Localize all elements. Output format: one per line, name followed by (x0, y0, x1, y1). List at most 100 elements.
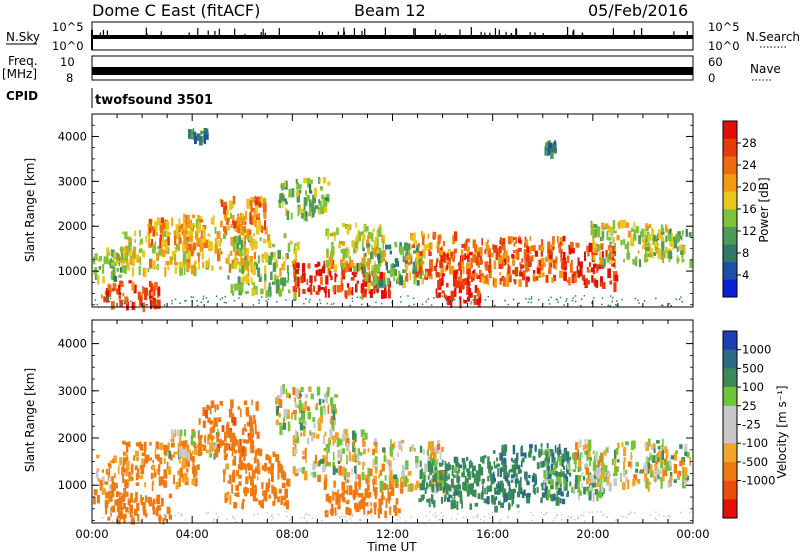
scatter-cell (235, 521, 237, 523)
data-cell (433, 460, 438, 467)
data-cell (652, 252, 657, 256)
data-cell (448, 485, 452, 492)
data-cell (609, 226, 612, 236)
data-cell (273, 495, 276, 501)
data-cell (623, 446, 627, 457)
data-cell (606, 231, 609, 240)
data-cell (330, 260, 332, 270)
data-cell (376, 229, 379, 233)
data-cell (648, 481, 651, 485)
scatter-cell (184, 300, 186, 302)
data-cell (94, 253, 98, 261)
data-cell (644, 235, 649, 242)
data-cell (330, 503, 334, 511)
data-cell (340, 259, 344, 267)
data-cell (526, 246, 529, 254)
scatter-cell (472, 516, 475, 518)
data-cell (240, 245, 243, 252)
data-cell (362, 233, 366, 241)
data-cell (126, 457, 129, 461)
data-cell (314, 275, 317, 282)
data-cell (239, 226, 243, 236)
data-cell (422, 235, 425, 246)
data-cell (488, 465, 492, 474)
data-cell (487, 485, 491, 492)
data-cell (673, 479, 677, 483)
scatter-cell (351, 297, 354, 300)
data-cell (683, 479, 687, 486)
scatter-cell (566, 298, 568, 300)
scatter-cell (171, 302, 173, 305)
data-cell (355, 488, 359, 495)
data-cell (653, 476, 656, 482)
data-cell (189, 233, 193, 243)
data-cell (117, 465, 120, 475)
data-cell (417, 242, 420, 248)
scatter-cell (179, 302, 181, 304)
data-cell (529, 444, 533, 448)
data-cell (297, 190, 302, 194)
data-cell (131, 281, 135, 291)
data-cell (644, 472, 648, 482)
colorbar-segment (723, 279, 737, 298)
data-cell (458, 296, 462, 300)
data-cell (371, 245, 373, 250)
data-cell (445, 282, 449, 288)
scatter-cell (370, 515, 373, 517)
data-cell (585, 279, 588, 287)
data-cell (108, 260, 110, 265)
data-cell (594, 279, 599, 287)
x-tick-label: 20:00 (576, 527, 609, 541)
scatter-cell (399, 517, 401, 519)
data-cell (271, 243, 275, 248)
data-cell (290, 412, 294, 420)
data-cell (423, 250, 426, 259)
data-cell (415, 247, 418, 251)
data-cell (246, 229, 250, 239)
data-cell (625, 476, 628, 482)
data-cell (239, 460, 243, 471)
data-cell (614, 458, 617, 469)
data-cell (427, 461, 431, 469)
data-cell (99, 255, 102, 262)
data-cell (450, 290, 455, 301)
data-cell (512, 256, 515, 264)
data-cell (178, 477, 181, 487)
data-cell (303, 471, 308, 481)
data-cell (647, 225, 649, 229)
data-cell (253, 252, 256, 260)
data-cell (251, 215, 255, 222)
data-cell (132, 517, 135, 525)
data-cell (515, 249, 520, 259)
data-cell (496, 457, 498, 462)
scatter-cell (601, 297, 604, 299)
data-cell (199, 245, 204, 252)
data-cell (322, 464, 326, 473)
data-cell (601, 460, 604, 470)
data-cell (391, 269, 395, 277)
data-cell (583, 486, 587, 495)
data-cell (501, 483, 505, 489)
y-tick-label: 2000 (58, 219, 87, 233)
data-cell (680, 235, 683, 241)
data-cell (592, 478, 596, 483)
data-cell (237, 276, 241, 286)
data-cell (242, 240, 246, 245)
data-cell (135, 492, 138, 501)
data-cell (302, 414, 305, 424)
data-cell (607, 268, 611, 279)
data-cell (481, 490, 484, 496)
data-cell (498, 500, 501, 506)
data-cell (529, 245, 532, 255)
data-cell (557, 457, 560, 462)
data-cell (249, 261, 254, 267)
data-cell (466, 246, 470, 252)
data-cell (467, 268, 471, 275)
scatter-cell (257, 513, 259, 515)
scatter-cell (634, 297, 637, 300)
data-cell (579, 261, 583, 268)
data-cell (122, 469, 126, 476)
data-cell (131, 251, 136, 261)
data-cell (377, 248, 382, 252)
data-cell (413, 275, 416, 285)
